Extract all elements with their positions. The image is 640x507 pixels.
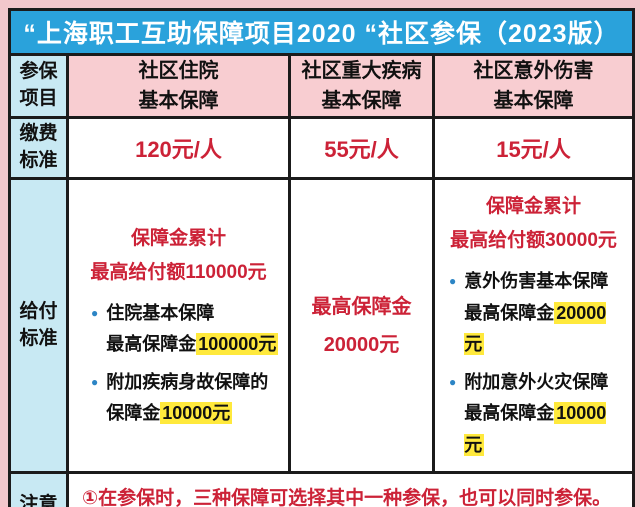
plan-header-hospital: 社区住院 基本保障 (66, 53, 291, 119)
page-title: “上海职工互助保障项目2020 “社区参保（2023版） (8, 8, 635, 56)
benefit-item-title: 附加疾病身故保障的 (106, 371, 269, 392)
benefit-item: ● 住院基本保障 最高保障金 100000元 (91, 298, 282, 361)
benefit-cell-critical-illness: 最高保障金 20000元 (288, 176, 435, 475)
fee-critical-illness: 55元/人 (288, 116, 435, 180)
bullet-dot-icon: ● (449, 374, 457, 389)
benefit-item-amount-line: 最高保障金 100000元 (106, 329, 279, 361)
plan-header-accident: 社区意外伤害 基本保障 (432, 53, 635, 119)
fee-hospital: 120元/人 (66, 116, 291, 180)
benefit-item-amount-line: 最高保障金 10000元 (464, 398, 626, 461)
benefit-amount-highlight: 10000元 (160, 402, 233, 425)
benefit-row: 给付 标准 保障金累计 最高给付额110000元 ● 住院基本保障 最高保障金 1… (8, 176, 635, 475)
benefit-summary-critical-illness: 最高保障金 20000元 (311, 295, 412, 356)
benefit-amount-prefix: 保障金 (106, 403, 161, 424)
benefit-amount-prefix: 最高保障金 (464, 403, 555, 424)
note-line-1: ①在参保时，三种保障可选择其中一种参保，也可以同时参保。 (82, 488, 612, 507)
title-row: “上海职工互助保障项目2020 “社区参保（2023版） (8, 8, 635, 56)
benefit-item: ● 意外伤害基本保障 最高保障金 20000元 (449, 266, 626, 361)
benefit-item: ● 附加疾病身故保障的 保障金 10000元 (91, 367, 282, 430)
plan-header-critical-illness: 社区重大疾病 基本保障 (288, 53, 435, 119)
benefit-cell-hospital: 保障金累计 最高给付额110000元 ● 住院基本保障 最高保障金 100000元… (66, 176, 291, 475)
benefit-cell-accident: 保障金累计 最高给付额30000元 ● 意外伤害基本保障 最高保障金 20000元… (432, 176, 635, 475)
benefit-item-amount-line: 最高保障金 20000元 (464, 298, 626, 361)
benefit-amount-highlight: 100000元 (196, 333, 279, 356)
benefit-item: ● 附加意外火灾保障 最高保障金 10000元 (449, 367, 626, 462)
notes-row: 注意 事项 ①在参保时，三种保障可选择其中一种参保，也可以同时参保。 ②每种保障… (8, 471, 635, 507)
row-header-notes: 注意 事项 (8, 471, 69, 507)
benefit-item-amount-line: 保障金 10000元 (106, 398, 268, 430)
fee-accident: 15元/人 (432, 116, 635, 180)
benefit-item-title: 意外伤害基本保障 (464, 271, 609, 292)
row-header-benefit: 给付 标准 (8, 176, 69, 475)
bullet-dot-icon: ● (91, 305, 99, 320)
insurance-benefits-table: “上海职工互助保障项目2020 “社区参保（2023版） 参保 项目 社区住院 … (8, 8, 635, 507)
benefit-amount-prefix: 最高保障金 (464, 302, 555, 323)
bullet-dot-icon: ● (449, 274, 457, 289)
plan-header-row: 参保 项目 社区住院 基本保障 社区重大疾病 基本保障 社区意外伤害 基本保障 (8, 53, 635, 119)
benefit-summary-hospital: 保障金累计 最高给付额110000元 (90, 227, 267, 283)
row-header-enroll-item: 参保 项目 (8, 53, 69, 119)
bullet-dot-icon: ● (91, 374, 99, 389)
benefit-summary-accident: 保障金累计 最高给付额30000元 (450, 196, 617, 252)
benefit-item-title: 附加意外火灾保障 (464, 371, 609, 392)
notes-cell: ①在参保时，三种保障可选择其中一种参保，也可以同时参保。 ②每种保障都只能参保 … (66, 471, 635, 507)
row-header-fee: 缴费 标准 (8, 116, 69, 180)
fee-row: 缴费 标准 120元/人 55元/人 15元/人 (8, 116, 635, 180)
benefit-amount-prefix: 最高保障金 (106, 334, 197, 355)
benefit-item-title: 住院基本保障 (106, 302, 215, 323)
